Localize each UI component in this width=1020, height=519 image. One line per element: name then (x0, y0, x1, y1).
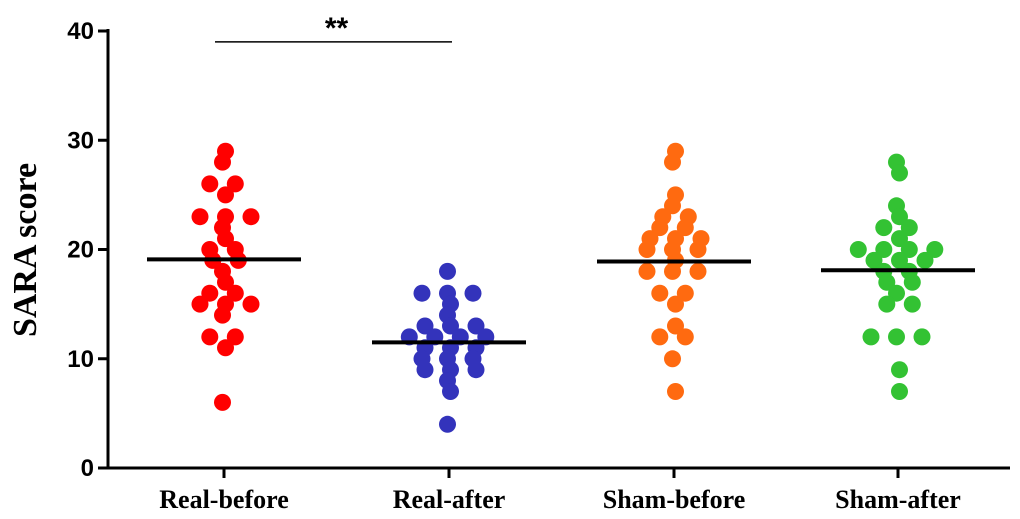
data-point (891, 164, 908, 182)
x-tick-label: Real-after (393, 485, 506, 514)
x-tick-label: Sham-after (835, 485, 961, 514)
data-point (416, 317, 434, 335)
data-point (226, 328, 244, 346)
y-axis-title-text: SARA score (7, 163, 44, 337)
data-point (862, 328, 880, 346)
data-point (638, 241, 656, 258)
data-point (413, 284, 431, 302)
data-point (903, 295, 921, 313)
data-point (667, 383, 684, 400)
data-point (916, 251, 934, 269)
data-point (891, 208, 908, 226)
data-point (467, 317, 485, 335)
data-point (467, 361, 485, 379)
data-point (217, 339, 234, 357)
data-point (226, 175, 244, 193)
data-point (900, 219, 918, 237)
data-point (201, 328, 219, 346)
data-point (667, 295, 684, 313)
data-point (464, 284, 482, 302)
y-tick-label: 0 (81, 455, 94, 482)
x-axis-labels: Real-before Real-after Sham-before Sham-aft… (159, 468, 961, 514)
data-point (926, 241, 944, 258)
data-point (664, 153, 681, 171)
significance-label: ** (325, 12, 349, 45)
data-point (217, 273, 234, 291)
x-tick-label: Sham-before (603, 485, 746, 514)
data-point (849, 241, 867, 258)
data-point (651, 219, 669, 237)
data-point (891, 383, 908, 400)
data-points (191, 142, 944, 433)
data-point (888, 328, 905, 346)
data-point (651, 328, 669, 346)
y-tick-label: 40 (67, 18, 94, 45)
data-point (875, 241, 893, 258)
data-point (891, 361, 908, 379)
data-point (891, 251, 908, 269)
data-point (878, 295, 896, 313)
data-point (191, 295, 209, 313)
data-point (878, 273, 896, 291)
data-point (667, 317, 684, 335)
data-point (638, 262, 656, 280)
data-point (664, 197, 681, 215)
data-point (689, 262, 707, 280)
data-point (201, 284, 219, 302)
data-point (900, 241, 918, 258)
data-point (676, 284, 694, 302)
data-point (442, 383, 459, 400)
y-tick-label: 30 (67, 127, 94, 154)
data-point (651, 284, 669, 302)
data-point (439, 415, 456, 433)
data-point (689, 241, 707, 258)
significance-annotation: ** (215, 12, 452, 45)
data-point (865, 251, 883, 269)
x-tick-label: Real-before (159, 485, 288, 514)
y-axis-title: SARA score (7, 163, 44, 337)
y-tick-label: 10 (67, 346, 94, 373)
data-point (875, 219, 893, 237)
data-point (217, 230, 234, 248)
data-point (664, 262, 681, 280)
data-point (242, 295, 260, 313)
data-point (191, 208, 209, 226)
data-point (226, 284, 244, 302)
data-point (913, 328, 931, 346)
data-point (676, 328, 694, 346)
data-point (214, 153, 231, 171)
data-point (201, 175, 219, 193)
data-point (416, 361, 434, 379)
data-point (217, 186, 234, 204)
data-point (242, 208, 260, 226)
y-tick-label: 20 (67, 237, 94, 264)
data-point (888, 284, 905, 302)
y-axis-ticks: 0 10 20 30 40 (67, 18, 108, 482)
data-point (903, 273, 921, 291)
data-point (214, 306, 231, 324)
data-point (676, 219, 694, 237)
data-point (439, 262, 456, 280)
data-point (214, 393, 231, 411)
data-point (891, 230, 908, 248)
data-point (442, 317, 459, 335)
mean-lines (147, 257, 975, 345)
data-point (664, 350, 681, 368)
